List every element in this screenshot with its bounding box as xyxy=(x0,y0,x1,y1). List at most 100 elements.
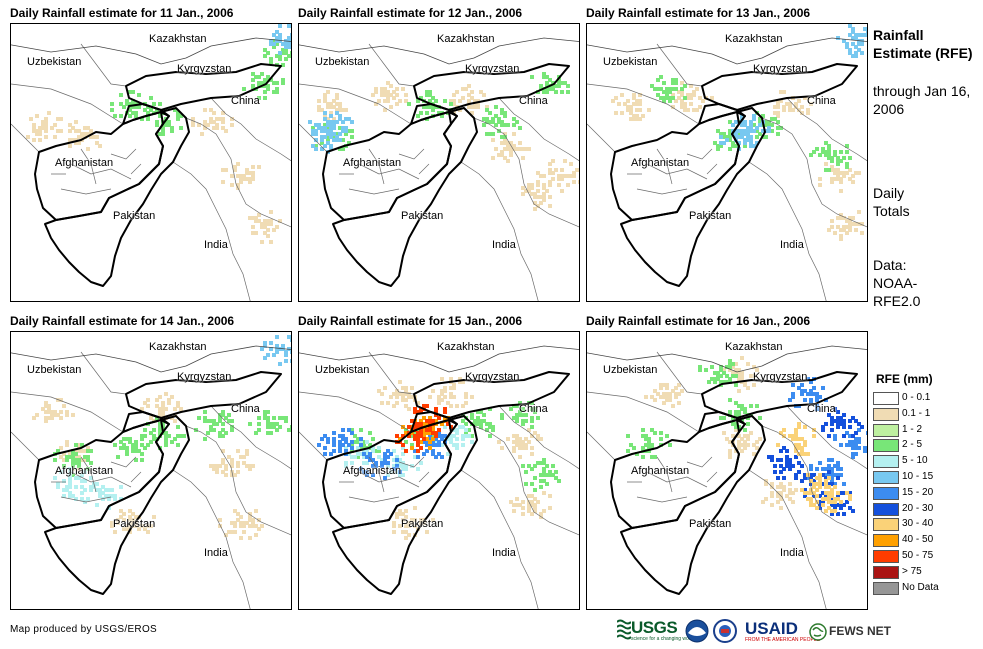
legend-swatch xyxy=(873,392,899,405)
map-label-afghanistan: Afghanistan xyxy=(343,465,402,477)
sidebar-subtitle: through Jan 16, 2006 xyxy=(873,83,971,117)
boundary-line xyxy=(761,425,867,536)
boundary-line xyxy=(60,456,132,503)
boundary-line xyxy=(587,83,700,125)
boundary-line xyxy=(11,431,40,461)
map-label-india: India xyxy=(780,239,804,251)
map-label-pakistan: Pakistan xyxy=(689,210,732,222)
boundary-line xyxy=(498,97,579,162)
legend-label: 20 - 30 xyxy=(902,502,934,514)
map-label-kyrgyzstan: Kyrgyzstan xyxy=(753,63,808,75)
legend-label: No Data xyxy=(902,581,939,593)
map-label-china: China xyxy=(807,95,836,107)
legend-swatch xyxy=(873,423,899,437)
noaa-logo xyxy=(685,616,709,646)
map-label-pakistan: Pakistan xyxy=(113,518,156,530)
map-label-kyrgyzstan: Kyrgyzstan xyxy=(177,63,232,75)
map-label-uzbekistan: Uzbekistan xyxy=(315,364,370,376)
usgs-wordmark: USGS xyxy=(631,618,678,637)
usgs-wave-icon xyxy=(617,619,631,640)
rainfall-layer xyxy=(308,111,354,154)
legend-item: 20 - 30 xyxy=(873,501,983,517)
pakistan-outline xyxy=(44,107,190,287)
map-label-kazakhstan: Kazakhstan xyxy=(725,33,783,45)
agency-seal-logo xyxy=(713,616,737,646)
legend-label: 1 - 2 xyxy=(902,423,923,435)
boundary-line xyxy=(11,83,124,125)
boundary-line xyxy=(299,123,328,153)
legend-label: 10 - 15 xyxy=(902,470,934,482)
legend-item: 15 - 20 xyxy=(873,485,983,501)
map-label-afghanistan: Afghanistan xyxy=(343,157,402,169)
boundary-line xyxy=(51,148,142,175)
legend-swatch xyxy=(873,502,899,516)
boundary-line xyxy=(339,456,430,483)
sidebar-data-source: Data: NOAA-RFE2.0 xyxy=(873,257,921,309)
boundary-line xyxy=(786,405,867,470)
boundary-line xyxy=(11,123,40,153)
tajikistan-outline xyxy=(698,103,746,125)
pakistan-outline xyxy=(332,107,478,287)
boundary-line xyxy=(748,469,827,609)
map-panel: Daily Rainfall estimate for 12 Jan., 200… xyxy=(298,6,580,302)
map-label-kyrgyzstan: Kyrgyzstan xyxy=(465,371,520,383)
map-panel: Daily Rainfall estimate for 11 Jan., 200… xyxy=(10,6,292,302)
boundary-line xyxy=(299,345,579,373)
boundary-line xyxy=(786,97,867,162)
tajikistan-outline xyxy=(698,411,746,433)
fews-net-logo: FEWS NET xyxy=(809,616,891,646)
map-label-kyrgyzstan: Kyrgyzstan xyxy=(465,63,520,75)
rainfall-map: Kazakhstan Uzbekistan Kyrgyzstan China Afgha… xyxy=(10,23,292,302)
legend: 0 - 0.1 0.1 - 1 1 - 2 2 - 5 5 - 10 10 - 15 15 … xyxy=(873,390,983,595)
boundary-line xyxy=(460,161,539,301)
legend-swatch xyxy=(873,565,899,579)
map-label-afghanistan: Afghanistan xyxy=(631,465,690,477)
legend-label: 2 - 5 xyxy=(902,439,923,451)
legend-item: 0 - 0.1 xyxy=(873,390,983,406)
usaid-logo: USAID FROM THE AMERICAN PEOPLE xyxy=(741,616,820,646)
panel-title: Daily Rainfall estimate for 14 Jan., 200… xyxy=(10,314,235,328)
legend-label: 5 - 10 xyxy=(902,455,928,467)
rainfall-layer xyxy=(53,467,123,510)
map-label-kazakhstan: Kazakhstan xyxy=(437,33,495,45)
logo-strip: USGS science for a changing world USAID … xyxy=(617,616,891,646)
legend-swatch xyxy=(873,407,899,421)
map-label-uzbekistan: Uzbekistan xyxy=(27,56,82,68)
legend-item: 1 - 2 xyxy=(873,422,983,438)
boundary-line xyxy=(627,456,718,483)
tajikistan-outline xyxy=(122,411,170,433)
map-label-china: China xyxy=(231,95,260,107)
tajikistan-outline xyxy=(410,411,458,433)
map-label-china: China xyxy=(519,403,548,415)
map-label-kazakhstan: Kazakhstan xyxy=(149,33,207,45)
rainfall-layer xyxy=(776,422,852,513)
legend-item: 30 - 40 xyxy=(873,516,983,532)
usaid-tagline: FROM THE AMERICAN PEOPLE xyxy=(745,637,820,643)
sidebar-title: Rainfall Estimate (RFE) xyxy=(873,27,973,61)
boundary-line xyxy=(748,161,827,301)
map-label-afghanistan: Afghanistan xyxy=(55,465,114,477)
legend-item: No Data xyxy=(873,580,983,596)
rainfall-layer xyxy=(311,72,570,151)
boundary-line xyxy=(60,148,132,195)
legend-item: 40 - 50 xyxy=(873,532,983,548)
map-canvas xyxy=(587,24,867,301)
boundary-line xyxy=(348,456,420,503)
map-canvas xyxy=(587,345,867,609)
pakistan-outline xyxy=(332,415,478,595)
boundary-line xyxy=(636,148,708,195)
legend-label: 0.1 - 1 xyxy=(902,407,931,419)
boundary-line xyxy=(636,456,708,503)
rainfall-layer xyxy=(650,75,852,172)
rainfall-layer xyxy=(611,81,864,241)
map-label-kazakhstan: Kazakhstan xyxy=(437,341,495,353)
boundary-line xyxy=(656,351,703,395)
map-panel: Daily Rainfall estimate for 13 Jan., 200… xyxy=(586,6,868,302)
legend-item: 2 - 5 xyxy=(873,437,983,453)
panel-title: Daily Rainfall estimate for 11 Jan., 200… xyxy=(10,6,234,20)
boundary-line xyxy=(185,117,291,228)
rainfall-layer xyxy=(719,24,867,151)
legend-swatch xyxy=(873,581,899,595)
rainfall-map: Kazakhstan Uzbekistan Kyrgyzstan China Afgha… xyxy=(586,331,868,610)
map-label-pakistan: Pakistan xyxy=(689,518,732,530)
